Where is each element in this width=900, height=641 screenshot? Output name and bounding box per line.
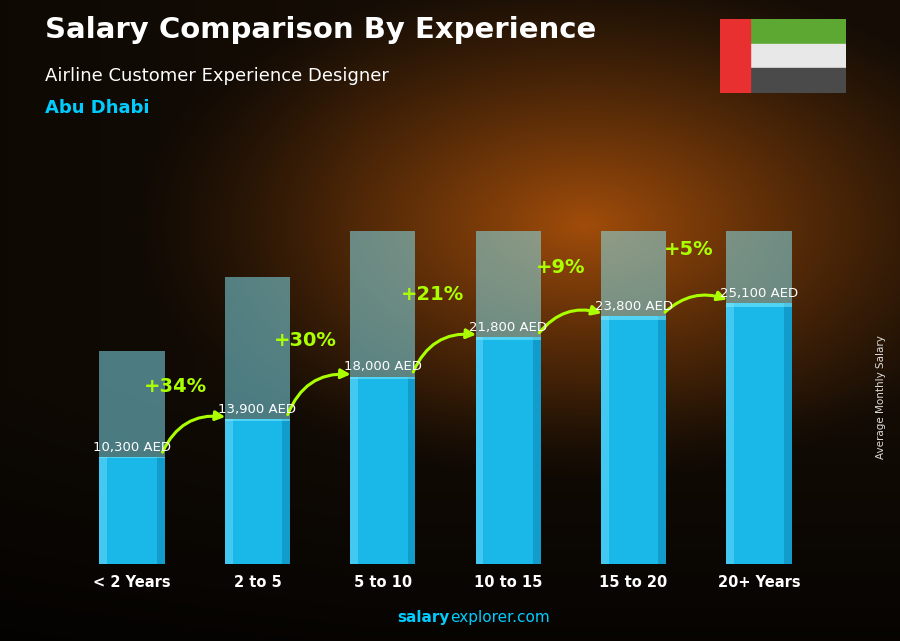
Bar bbox=[225, 419, 290, 564]
Text: +30%: +30% bbox=[274, 331, 337, 349]
Bar bbox=[726, 303, 734, 564]
Text: Salary Comparison By Experience: Salary Comparison By Experience bbox=[45, 16, 596, 44]
Text: 13,900 AED: 13,900 AED bbox=[219, 403, 296, 416]
Bar bbox=[601, 316, 666, 564]
Bar bbox=[784, 303, 792, 564]
Text: 25,100 AED: 25,100 AED bbox=[720, 287, 798, 299]
Bar bbox=[408, 376, 416, 564]
Text: salary: salary bbox=[398, 610, 450, 625]
Bar bbox=[601, 72, 666, 320]
Text: Average Monthly Salary: Average Monthly Salary bbox=[877, 335, 886, 460]
Bar bbox=[601, 316, 608, 564]
Text: 23,800 AED: 23,800 AED bbox=[595, 300, 672, 313]
Bar bbox=[283, 419, 290, 564]
Bar bbox=[99, 457, 165, 564]
Bar bbox=[750, 44, 846, 69]
FancyArrowPatch shape bbox=[539, 306, 599, 333]
Bar bbox=[99, 457, 107, 564]
Bar bbox=[475, 337, 541, 564]
Text: +34%: +34% bbox=[144, 378, 207, 396]
Bar bbox=[750, 69, 846, 93]
Bar bbox=[475, 337, 483, 564]
FancyArrowPatch shape bbox=[413, 330, 472, 372]
Bar bbox=[726, 45, 792, 306]
Text: 10,300 AED: 10,300 AED bbox=[93, 440, 171, 454]
Bar bbox=[99, 351, 165, 458]
Bar bbox=[475, 113, 541, 340]
Text: 18,000 AED: 18,000 AED bbox=[344, 360, 422, 374]
Bar bbox=[350, 376, 416, 564]
Bar bbox=[350, 192, 416, 379]
Text: Abu Dhabi: Abu Dhabi bbox=[45, 99, 149, 117]
FancyArrowPatch shape bbox=[163, 412, 222, 452]
Text: explorer.com: explorer.com bbox=[450, 610, 550, 625]
Bar bbox=[720, 19, 751, 93]
Bar bbox=[225, 277, 290, 422]
Text: +21%: +21% bbox=[401, 285, 464, 304]
FancyArrowPatch shape bbox=[665, 292, 724, 312]
Bar bbox=[533, 337, 541, 564]
Text: +9%: +9% bbox=[536, 258, 586, 277]
Bar bbox=[225, 419, 232, 564]
Text: Airline Customer Experience Designer: Airline Customer Experience Designer bbox=[45, 67, 389, 85]
Bar bbox=[659, 316, 666, 564]
Bar bbox=[350, 376, 358, 564]
Bar bbox=[157, 457, 165, 564]
FancyArrowPatch shape bbox=[288, 370, 347, 415]
Text: 21,800 AED: 21,800 AED bbox=[469, 321, 547, 334]
Bar bbox=[750, 19, 846, 44]
Text: +5%: +5% bbox=[664, 240, 714, 259]
Bar bbox=[726, 303, 792, 564]
